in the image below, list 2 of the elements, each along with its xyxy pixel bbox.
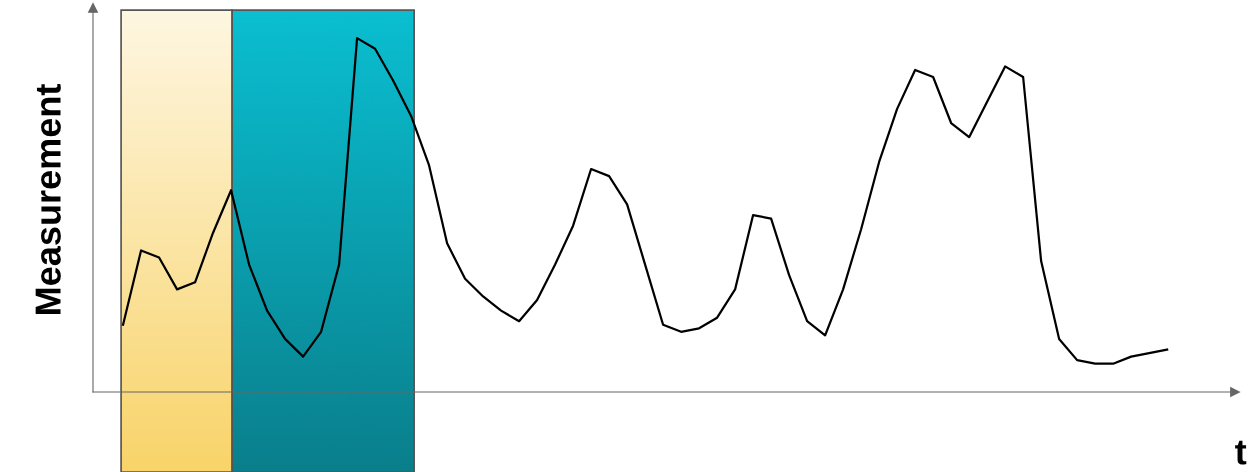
y-axis-title: Measurement [35,84,61,314]
x-axis-title: t [1235,440,1247,465]
